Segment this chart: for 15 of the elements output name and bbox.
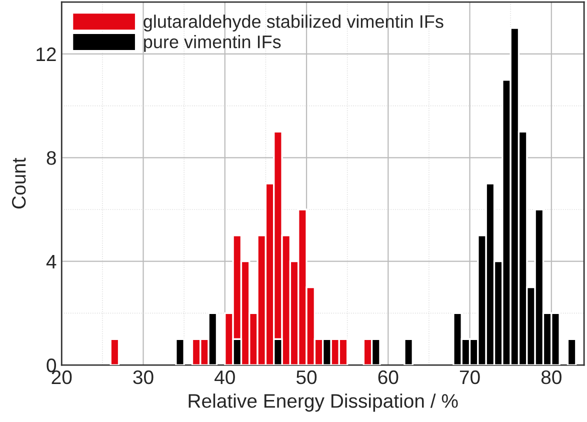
y-tick-label: 12 [36,47,56,61]
y-axis-title: Count [12,158,26,209]
x-tick-label: 30 [133,370,154,384]
x-tick-label: 40 [214,370,235,384]
y-tick-label: 4 [46,255,56,268]
legend-label: pure vimentin IFs [144,35,281,52]
y-tick-label: 0 [46,358,56,372]
x-tick-label: 70 [460,370,480,384]
x-tick-label: 50 [296,370,317,384]
legend-label: glutaraldehyde stabilized vimentin IFs [144,14,444,32]
x-tick-label: 60 [378,370,398,384]
x-tick-label: 20 [52,370,72,384]
x-tick-label: 80 [541,370,562,384]
x-axis-title: Relative Energy Dissipation / % [188,394,458,412]
y-tick-label: 8 [46,151,56,165]
